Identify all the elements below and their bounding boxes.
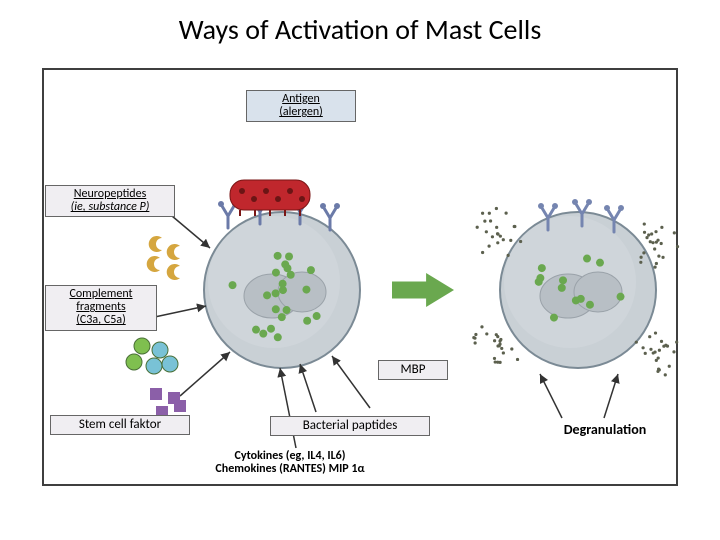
- label-cytokines: Cytokines (eg, IL4, IL6) Chemokines (RAN…: [180, 450, 400, 476]
- label-stem-cell-factor: Stem cell faktor: [50, 415, 190, 435]
- label-degranulation: Degranulation: [540, 422, 670, 437]
- label-comp-line3: (C3a, C5a): [52, 314, 150, 327]
- label-cyto-line2: Chemokines (RANTES) MIP 1α: [180, 463, 400, 476]
- label-antigen-line2: (alergen): [253, 106, 349, 119]
- label-neuropeptides: Neuropeptides (ie, substance P): [45, 185, 175, 217]
- label-mbp: MBP: [378, 360, 448, 380]
- label-antigen: Antigen (alergen): [246, 90, 356, 122]
- label-complement: Complement fragments (C3a, C5a): [45, 285, 157, 331]
- label-neuro-line2: (ie, substance P): [52, 201, 168, 214]
- label-bacterial-peptides: Bacterial paptides: [270, 416, 430, 436]
